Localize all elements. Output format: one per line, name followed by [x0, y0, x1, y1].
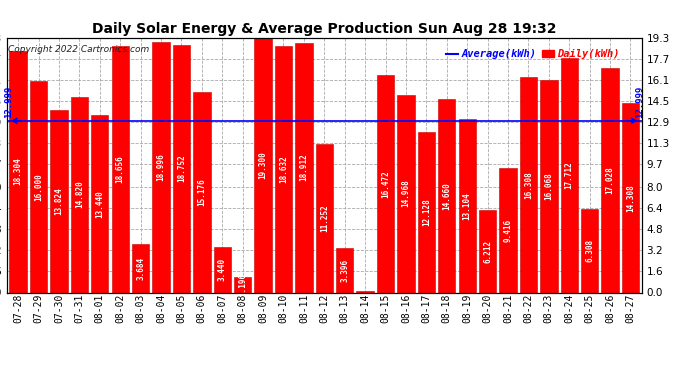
Text: 14.308: 14.308	[626, 184, 635, 212]
Bar	[581, 209, 598, 292]
Bar	[560, 58, 578, 292]
Legend: Average(kWh), Daily(kWh): Average(kWh), Daily(kWh)	[442, 45, 624, 64]
Bar	[459, 119, 476, 292]
Text: 6.308: 6.308	[585, 239, 594, 262]
Bar	[255, 38, 272, 292]
Bar	[172, 45, 190, 292]
Bar	[295, 43, 313, 292]
Bar	[336, 248, 353, 292]
Text: 13.824: 13.824	[55, 187, 63, 215]
Bar	[417, 132, 435, 292]
Text: 14.820: 14.820	[75, 181, 84, 209]
Title: Daily Solar Energy & Average Production Sun Aug 28 19:32: Daily Solar Energy & Average Production …	[92, 22, 557, 36]
Bar	[193, 92, 210, 292]
Text: 9.416: 9.416	[504, 219, 513, 242]
Text: 18.656: 18.656	[116, 155, 125, 183]
Bar	[377, 75, 394, 292]
Bar	[602, 68, 619, 292]
Text: 16.000: 16.000	[34, 173, 43, 201]
Bar	[214, 247, 231, 292]
Text: 18.632: 18.632	[279, 156, 288, 183]
Bar	[132, 244, 149, 292]
Text: 18.752: 18.752	[177, 155, 186, 183]
Text: 17.028: 17.028	[606, 166, 615, 194]
Text: 17.712: 17.712	[564, 162, 574, 189]
Text: 18.912: 18.912	[299, 154, 308, 182]
Bar	[357, 291, 374, 292]
Text: 1.196: 1.196	[238, 273, 247, 296]
Bar	[91, 115, 108, 292]
Bar	[540, 80, 558, 292]
Text: 3.440: 3.440	[218, 258, 227, 281]
Text: 13.440: 13.440	[95, 190, 104, 217]
Bar	[438, 99, 455, 292]
Text: 13.104: 13.104	[463, 192, 472, 220]
Bar	[622, 104, 639, 292]
Text: 3.396: 3.396	[340, 258, 349, 282]
Text: 18.996: 18.996	[157, 153, 166, 181]
Bar	[275, 46, 292, 292]
Bar	[70, 97, 88, 292]
Text: 19.300: 19.300	[259, 151, 268, 179]
Bar	[500, 168, 517, 292]
Text: Copyright 2022 Cartronics.com: Copyright 2022 Cartronics.com	[8, 45, 149, 54]
Bar	[152, 42, 170, 292]
Text: 16.472: 16.472	[381, 170, 390, 198]
Bar	[315, 144, 333, 292]
Text: 18.304: 18.304	[14, 158, 23, 186]
Text: 16.308: 16.308	[524, 171, 533, 199]
Text: 3.684: 3.684	[136, 256, 145, 280]
Bar	[50, 110, 68, 292]
Bar	[234, 277, 251, 292]
Bar	[479, 210, 496, 292]
Text: 12.999: 12.999	[635, 86, 644, 118]
Text: 12.999: 12.999	[4, 86, 13, 118]
Text: 16.068: 16.068	[544, 172, 553, 200]
Text: 12.128: 12.128	[422, 198, 431, 226]
Bar	[10, 51, 27, 292]
Bar	[112, 46, 129, 292]
Bar	[520, 77, 537, 292]
Bar	[30, 81, 47, 292]
Text: 11.252: 11.252	[319, 204, 329, 232]
Text: 15.176: 15.176	[197, 178, 206, 206]
Text: 6.212: 6.212	[483, 240, 492, 263]
Bar	[397, 95, 415, 292]
Text: 14.660: 14.660	[442, 182, 451, 210]
Text: 14.968: 14.968	[402, 180, 411, 207]
